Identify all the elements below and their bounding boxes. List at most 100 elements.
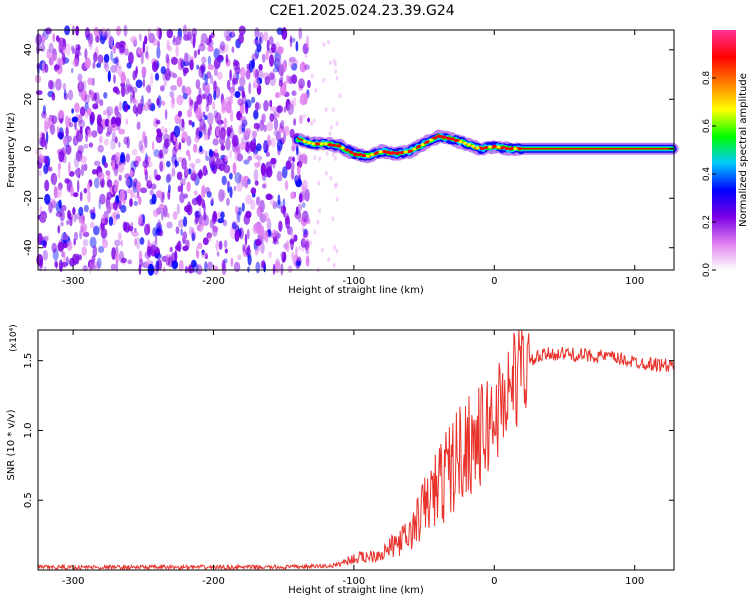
noise-blob	[261, 113, 266, 123]
noise-blob	[68, 122, 74, 128]
noise-blob	[74, 169, 81, 176]
noise-blob	[172, 146, 177, 158]
noise-blob	[280, 71, 284, 85]
signal-peak	[374, 151, 379, 155]
noise-blob	[230, 257, 234, 267]
noise-blob	[318, 208, 322, 214]
noise-blob	[80, 164, 85, 177]
noise-blob	[175, 44, 179, 57]
x-tick-label: 100	[625, 576, 644, 587]
noise-blob	[120, 152, 125, 163]
noise-blob	[55, 78, 62, 91]
noise-blob	[165, 174, 171, 184]
noise-blob	[111, 45, 117, 51]
noise-blob	[297, 211, 302, 223]
signal-peak	[408, 149, 413, 153]
noise-blob	[234, 172, 242, 184]
noise-blob	[53, 186, 59, 199]
noise-blob	[327, 39, 330, 45]
noise-blob	[198, 207, 202, 216]
noise-blob	[122, 221, 128, 232]
noise-blob	[101, 214, 106, 225]
noise-blob	[133, 97, 136, 104]
noise-blob	[139, 237, 145, 245]
noise-blob	[272, 201, 277, 210]
signal-peak	[357, 153, 362, 157]
noise-blob	[253, 109, 259, 120]
noise-blob	[298, 193, 303, 203]
colorbar-tick-label: 0.0	[702, 263, 712, 278]
colorbar-tick-label: 0.2	[702, 215, 712, 229]
noise-blob	[201, 56, 207, 64]
noise-blob	[263, 31, 269, 42]
noise-blob	[313, 155, 317, 161]
signal-peak	[395, 152, 400, 155]
noise-blob	[212, 225, 218, 237]
noise-blob	[87, 190, 91, 203]
noise-blob	[229, 109, 234, 122]
noise-blob	[137, 47, 144, 55]
noise-blob	[201, 185, 206, 198]
noise-blob	[196, 249, 200, 259]
noise-blob	[297, 203, 303, 212]
noise-blob	[245, 70, 251, 80]
noise-blob	[314, 87, 318, 93]
noise-blob	[174, 160, 179, 167]
noise-blob	[176, 94, 184, 106]
noise-blob	[147, 104, 152, 111]
noise-blob	[71, 67, 74, 74]
y-tick-label: 0.5	[23, 492, 34, 508]
noise-blob	[129, 198, 133, 207]
noise-blob	[309, 240, 313, 246]
noise-blob	[62, 82, 67, 91]
noise-blob	[126, 188, 132, 194]
noise-blob	[243, 213, 251, 225]
signal-peak	[370, 153, 375, 157]
noise-blob	[149, 174, 152, 186]
noise-blob	[240, 115, 247, 129]
noise-blob	[73, 238, 76, 246]
noise-blob	[329, 176, 333, 181]
noise-blob	[244, 233, 248, 246]
noise-blob	[197, 242, 203, 250]
noise-blob	[75, 150, 83, 162]
noise-blob	[130, 86, 138, 94]
signal-peak	[328, 143, 332, 147]
noise-blob	[127, 225, 134, 232]
noise-blob	[163, 81, 167, 87]
noise-blob	[155, 119, 161, 125]
noise-blob	[287, 226, 293, 236]
noise-blob	[234, 91, 241, 98]
noise-blob	[298, 78, 305, 89]
noise-blob	[259, 119, 265, 132]
noise-blob	[182, 93, 188, 100]
noise-blob	[71, 47, 76, 55]
noise-blob	[189, 162, 196, 168]
noise-blob	[58, 199, 62, 209]
noise-blob	[152, 209, 159, 218]
noise-blob	[181, 157, 187, 170]
noise-blob	[124, 103, 129, 113]
noise-blob	[254, 238, 262, 247]
noise-blob	[244, 128, 252, 136]
noise-blob	[99, 34, 106, 45]
x-tick-label: -100	[343, 576, 366, 587]
noise-blob	[96, 62, 101, 68]
noise-blob	[197, 48, 200, 56]
noise-blob	[250, 199, 256, 210]
noise-blob	[87, 129, 92, 138]
noise-blob	[212, 101, 216, 110]
noise-blob	[35, 90, 43, 96]
noise-blob	[51, 92, 56, 101]
noise-blob	[119, 44, 126, 54]
noise-blob	[218, 54, 224, 61]
noise-blob	[65, 144, 72, 155]
noise-blob	[237, 206, 242, 216]
noise-blob	[44, 193, 51, 205]
noise-blob	[209, 123, 212, 136]
noise-blob	[211, 213, 217, 225]
noise-blob	[183, 216, 188, 227]
noise-blob	[201, 249, 205, 256]
noise-blob	[310, 73, 314, 79]
noise-blob	[156, 128, 162, 134]
